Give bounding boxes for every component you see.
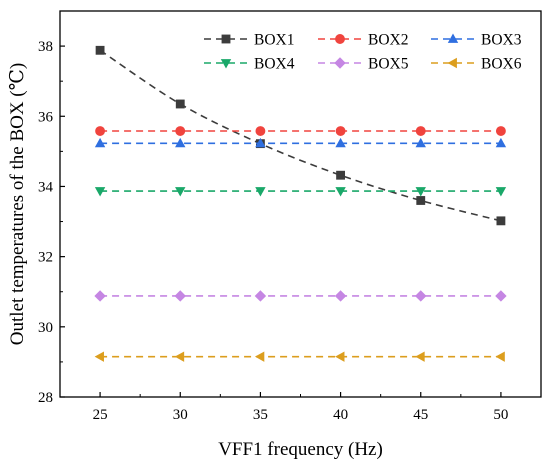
legend-label-box2: BOX2 [368, 32, 408, 49]
data-point-box3 [415, 137, 426, 148]
data-point-box2 [335, 126, 346, 136]
data-point-box6 [174, 351, 185, 362]
legend-marker-box4 [220, 59, 232, 69]
x-tick-label: 25 [93, 407, 108, 423]
legend-label-box4: BOX4 [254, 56, 295, 73]
legend-marker-box3 [447, 33, 459, 43]
data-point-box4 [94, 187, 106, 197]
legend-entry-box3: BOX3 [431, 32, 522, 49]
data-point-box3 [175, 137, 186, 148]
x-tick-label: 50 [493, 407, 508, 423]
legend-marker-box5 [334, 57, 346, 69]
data-point-box6 [254, 351, 265, 362]
data-point-box2 [175, 126, 186, 136]
data-point-box1 [496, 216, 506, 226]
legend-label-box5: BOX5 [368, 56, 409, 73]
legend-label-box1: BOX1 [254, 32, 294, 49]
data-point-box4 [175, 187, 186, 197]
y-tick-label: 28 [38, 390, 53, 406]
data-point-box3 [335, 137, 346, 148]
data-point-box5 [415, 290, 427, 302]
data-point-box4 [255, 187, 266, 197]
series-box3 [94, 137, 507, 148]
data-point-box2 [495, 126, 506, 136]
data-point-box3 [495, 137, 507, 148]
series-box4 [94, 187, 507, 197]
y-tick-label: 32 [38, 250, 53, 266]
data-point-box1 [175, 99, 185, 109]
data-point-box1 [95, 45, 105, 55]
legend: BOX1 BOX2 BOX3 BOX4 BOX5 BOX6 [204, 32, 522, 73]
y-tick-label: 30 [38, 320, 53, 336]
data-point-box6 [415, 351, 425, 362]
legend-entry-box1: BOX1 [204, 32, 294, 49]
legend-marker-box6 [447, 57, 457, 69]
legend-entry-box4: BOX4 [204, 56, 295, 73]
legend-marker-box1 [221, 34, 231, 44]
series-line-box1 [99, 49, 502, 222]
legend-entry-box5: BOX5 [318, 56, 409, 73]
x-tick-label: 40 [333, 407, 348, 423]
data-point-box5 [495, 290, 507, 302]
data-point-box5 [254, 290, 267, 302]
legend-marker-box2 [335, 34, 345, 44]
y-axis-title: Outlet temperatures of the BOX (℃) [7, 63, 28, 345]
data-point-box5 [174, 290, 186, 302]
data-point-box2 [255, 126, 266, 136]
series-box5 [94, 290, 507, 302]
data-point-box4 [495, 187, 507, 197]
data-point-box2 [95, 126, 106, 136]
data-point-box5 [334, 290, 347, 302]
x-tick-label: 45 [413, 407, 428, 423]
x-tick-label: 30 [173, 407, 188, 423]
x-axis-title: VFF1 frequency (Hz) [218, 439, 383, 460]
legend-label-box3: BOX3 [481, 32, 522, 49]
data-point-box6 [94, 351, 104, 362]
data-point-box4 [335, 187, 346, 197]
data-point-box3 [94, 137, 106, 148]
x-tick-label: 35 [253, 407, 268, 423]
data-point-box1 [336, 170, 346, 180]
y-tick-label: 36 [38, 109, 54, 125]
data-point-box2 [415, 126, 426, 136]
data-point-box5 [94, 290, 106, 302]
data-point-box6 [495, 351, 505, 362]
series-layer [94, 45, 507, 362]
series-box6 [94, 351, 505, 362]
legend-entry-box6: BOX6 [431, 56, 522, 73]
series-box2 [95, 126, 506, 136]
legend-entry-box2: BOX2 [318, 32, 408, 49]
data-point-box3 [255, 137, 266, 148]
y-tick-label: 34 [38, 179, 54, 195]
axes-layer: 25 30 35 40 45 50 28 30 32 34 36 38 [38, 39, 508, 423]
y-tick-label: 38 [38, 39, 53, 55]
legend-label-box6: BOX6 [481, 56, 522, 73]
data-point-box6 [335, 351, 345, 362]
data-point-box4 [415, 187, 426, 197]
data-point-box1 [416, 196, 426, 205]
